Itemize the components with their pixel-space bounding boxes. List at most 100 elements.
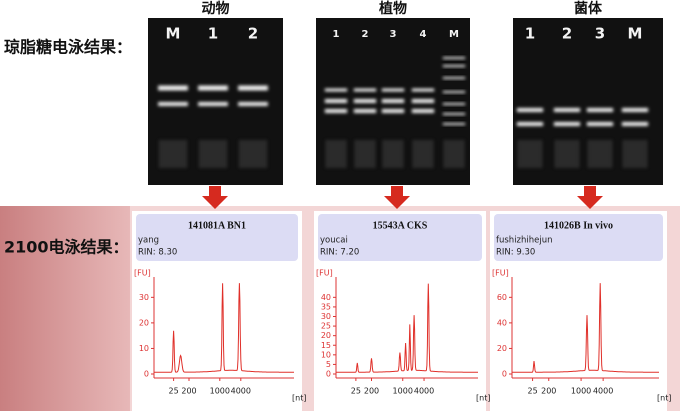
gel-band <box>411 109 435 113</box>
lane-label: M <box>628 25 643 43</box>
y-unit: [FU] <box>492 269 509 278</box>
gel-band <box>324 109 348 113</box>
gel-band <box>411 99 435 103</box>
gel-title: 动物 <box>202 0 230 17</box>
sample-name: yang <box>138 236 159 246</box>
gel-smear <box>238 140 268 168</box>
gel-band <box>442 103 466 105</box>
gel-band <box>198 102 228 106</box>
sample-id: 141081A BN1 <box>188 220 246 231</box>
gel-band <box>442 113 466 115</box>
x-tick-label: 25 <box>351 387 361 396</box>
y-tick-label: 20 <box>139 318 149 327</box>
sample-name: youcai <box>320 236 348 246</box>
bioanalyzer-label: 2100电泳结果： <box>4 238 129 257</box>
gel-band <box>442 123 466 125</box>
x-unit: [nt] <box>657 394 671 403</box>
gel-smear <box>517 140 543 168</box>
lane-label: 3 <box>595 25 605 43</box>
rin-value: RIN: 9.30 <box>496 248 535 258</box>
lane-label: 2 <box>248 25 258 43</box>
gel-smear <box>382 140 404 168</box>
gel-title: 菌体 <box>574 0 603 17</box>
gel-band <box>621 108 649 112</box>
gel-band <box>198 85 228 91</box>
gel-smear <box>443 140 465 168</box>
y-tick-label: 25 <box>321 322 331 331</box>
gel-smear <box>622 140 648 168</box>
y-tick-label: 30 <box>321 312 331 321</box>
y-tick-label: 0 <box>144 370 149 379</box>
x-unit: [nt] <box>476 394 490 403</box>
x-tick-label: 200 <box>541 387 556 396</box>
x-tick-label: 25 <box>527 387 537 396</box>
sample-name: fushizhihejun <box>496 236 553 246</box>
sample-header <box>318 214 482 261</box>
gel-band <box>381 109 405 113</box>
lane-label: 4 <box>420 29 427 40</box>
down-arrow <box>384 186 410 209</box>
sample-header <box>136 214 298 261</box>
gel-band <box>381 88 405 92</box>
x-tick-label: 1000 <box>210 387 230 396</box>
y-tick-label: 20 <box>321 331 331 340</box>
rin-value: RIN: 7.20 <box>320 248 359 258</box>
y-tick-label: 10 <box>139 344 149 353</box>
gel-band <box>442 77 466 79</box>
lane-label: 1 <box>333 29 340 40</box>
gel-band <box>238 85 268 91</box>
gel-smear <box>354 140 376 168</box>
x-tick-label: 200 <box>181 387 196 396</box>
gel-band <box>381 99 405 103</box>
gel-band <box>158 85 188 91</box>
gel-smear <box>198 140 228 168</box>
x-tick-label: 4000 <box>231 387 251 396</box>
gel-band <box>324 99 348 103</box>
lane-label: M <box>449 29 459 40</box>
gel-band <box>586 122 614 126</box>
gel-band <box>621 122 649 126</box>
down-arrow <box>577 186 603 209</box>
electropherogram-trace <box>154 283 294 373</box>
x-unit: [nt] <box>292 394 306 403</box>
gel-smear <box>325 140 347 168</box>
lane-label: M <box>166 25 181 43</box>
x-tick-label: 1000 <box>571 387 591 396</box>
gel-smear <box>554 140 580 168</box>
gel-title: 植物 <box>378 0 407 17</box>
electropherogram-trace <box>336 283 478 373</box>
gel-band <box>238 102 268 106</box>
gel-band <box>516 122 544 126</box>
rin-value: RIN: 8.30 <box>138 248 177 258</box>
x-tick-label: 4000 <box>593 387 613 396</box>
x-tick-label: 200 <box>364 387 379 396</box>
lane-label: 2 <box>562 25 572 43</box>
gel-band <box>442 57 466 59</box>
electropherogram-trace <box>512 283 659 373</box>
y-tick-label: 40 <box>497 318 507 327</box>
gel-band <box>324 88 348 92</box>
y-tick-label: 10 <box>321 350 331 359</box>
gel-band <box>158 102 188 106</box>
y-tick-label: 20 <box>497 344 507 353</box>
y-unit: [FU] <box>134 269 151 278</box>
gel-band <box>442 91 466 93</box>
gel-band <box>411 88 435 92</box>
y-tick-label: 0 <box>326 370 331 379</box>
y-tick-label: 35 <box>321 302 331 311</box>
gel-band <box>353 109 377 113</box>
gel-label: 琼脂糖电泳结果： <box>4 38 132 57</box>
gel-band <box>586 108 614 112</box>
gel-band <box>353 88 377 92</box>
gel-smear <box>158 140 188 168</box>
y-tick-label: 60 <box>497 293 507 302</box>
x-tick-label: 4000 <box>414 387 434 396</box>
gel-band <box>553 122 581 126</box>
lane-label: 3 <box>390 29 397 40</box>
sample-id: 15543A CKS <box>373 220 428 231</box>
lane-label: 2 <box>362 29 369 40</box>
y-unit: [FU] <box>316 269 333 278</box>
gel-smear <box>412 140 434 168</box>
gel-smear <box>587 140 613 168</box>
